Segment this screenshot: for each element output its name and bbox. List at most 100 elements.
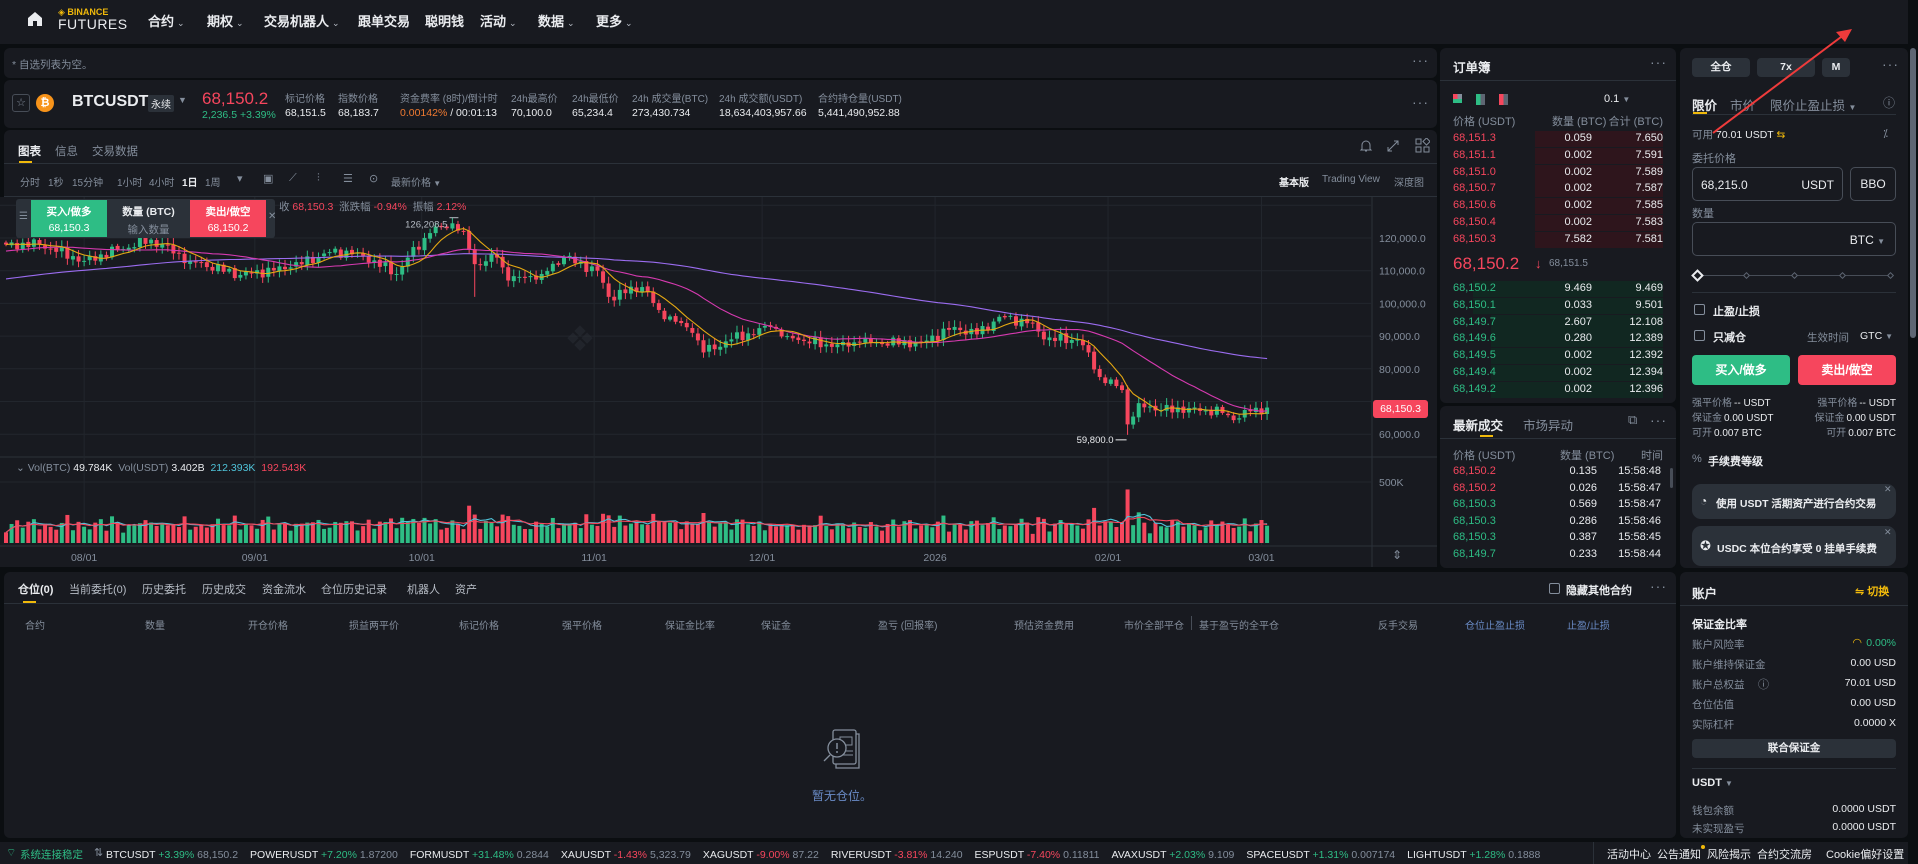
ticker-item[interactable]: POWERUSDT +7.20% 1.87200 <box>250 849 398 861</box>
ask-row[interactable]: 68,151.3 0.059 7.650 <box>1440 131 1676 147</box>
ask-row[interactable]: 68,151.1 0.002 7.591 <box>1440 147 1676 164</box>
close-icon[interactable]: ✕ <box>1884 484 1892 494</box>
ticker-item[interactable]: FORMUSDT +31.48% 0.2844 <box>410 849 549 861</box>
tab-positions-5[interactable]: 仓位历史记录 <box>321 584 387 596</box>
tab-market[interactable]: 市价 <box>1730 99 1756 113</box>
interval-2[interactable]: 15分钟 <box>72 178 104 189</box>
tab-market-movers[interactable]: 市场异动 <box>1523 419 1574 433</box>
footer-link[interactable]: 合约交流房 <box>1757 849 1812 861</box>
scrollbar[interactable] <box>1670 468 1673 488</box>
promo-card[interactable]: ◔ 使用 USDT 活期资产进行合约交易 ✕ <box>1692 484 1896 519</box>
user-icon[interactable] <box>1676 8 1700 32</box>
ticker-item[interactable]: XAUUSDT -1.43% 5,323.79 <box>561 849 691 861</box>
orderbook-bids-view-icon[interactable] <box>1476 94 1485 105</box>
page-scrollbar[interactable] <box>1910 48 1916 338</box>
ask-row[interactable]: 68,150.4 0.002 7.583 <box>1440 215 1676 231</box>
nav-item[interactable]: 交易机器人 ⌄ <box>264 11 340 30</box>
quick-sell-button[interactable]: 卖出/做空 68,150.2 <box>190 200 266 237</box>
bid-row[interactable]: 68,150.2 9.469 9.469 <box>1440 281 1676 297</box>
interval-1[interactable]: 1秒 <box>48 178 64 189</box>
popout-icon[interactable]: ⧉ <box>1628 412 1638 427</box>
kline-chart[interactable]: 08/01 09/01 10/01 11/01 12/01 2026 02/01 03/01 1… <box>0 197 1437 567</box>
tab-stop-limit[interactable]: 限价止盈止损 ▼ <box>1770 99 1857 113</box>
symbol-dropdown-icon[interactable]: ▼ <box>178 95 187 105</box>
bid-row[interactable]: 68,149.6 0.280 12.389 <box>1440 331 1676 348</box>
tab-positions-4[interactable]: 资金流水 <box>262 584 306 596</box>
interval-4[interactable]: 4小时 <box>149 178 175 189</box>
tab-chart-1[interactable]: 信息 <box>55 146 78 158</box>
nav-item[interactable]: 活动 ⌄ <box>480 11 517 30</box>
home-icon[interactable] <box>26 10 44 28</box>
bell-icon[interactable] <box>1359 139 1373 153</box>
reduce-only-checkbox[interactable] <box>1694 330 1705 341</box>
orderbook-both-view-icon[interactable] <box>1453 94 1462 103</box>
more-icon[interactable]: ··· <box>1412 94 1429 110</box>
bid-row[interactable]: 68,149.4 0.002 12.394 <box>1440 365 1676 381</box>
footer-link[interactable]: 风险揭示 <box>1707 849 1751 861</box>
drawing-icon[interactable]: ⊙ <box>369 173 379 185</box>
bid-row[interactable]: 68,149.5 0.002 12.392 <box>1440 348 1676 365</box>
tab-latest-trades[interactable]: 最新成交 <box>1453 419 1504 433</box>
ticker-settings-icon[interactable]: ⇅ <box>94 847 104 859</box>
chart-view-1[interactable]: Trading View <box>1322 174 1380 185</box>
quick-qty-input[interactable]: 数量 (BTC) 输入数量 <box>107 200 190 237</box>
tab-positions-2[interactable]: 历史委托 <box>142 584 186 596</box>
percent-icon[interactable]: ⁒ <box>1883 128 1888 140</box>
price-input[interactable]: 68,215.0 USDT <box>1692 167 1843 201</box>
help-icon[interactable]: ⓘ <box>1758 679 1769 691</box>
chart-view-2[interactable]: 深度图 <box>1394 178 1424 189</box>
leverage-button[interactable]: 7x <box>1757 58 1815 77</box>
tab-positions-3[interactable]: 历史成交 <box>202 584 246 596</box>
asset-mode-button[interactable]: M <box>1822 58 1850 77</box>
bbo-button[interactable]: BBO <box>1850 167 1896 201</box>
more-icon[interactable]: ··· <box>1650 412 1667 428</box>
ticker-item[interactable]: LIGHTUSDT +1.28% 0.1888 <box>1407 849 1540 861</box>
tab-chart-0[interactable]: 图表 <box>18 146 41 158</box>
ticker-item[interactable]: AVAXUSDT +2.03% 9.109 <box>1111 849 1234 861</box>
symbol-name[interactable]: BTCUSDT <box>72 93 149 110</box>
ask-row[interactable]: 68,150.6 0.002 7.585 <box>1440 198 1676 215</box>
more-icon[interactable]: ··· <box>1650 578 1667 594</box>
tab-positions-7[interactable]: 资产 <box>455 584 477 596</box>
binance-futures-logo[interactable]: ◈ BINANCE FUTURES <box>58 7 128 32</box>
candle-type-icon[interactable]: ⫶ <box>317 172 320 184</box>
interval-0[interactable]: 分时 <box>20 178 40 189</box>
interval-5[interactable]: 1日 <box>182 178 198 189</box>
nav-item[interactable]: 合约 ⌄ <box>148 11 185 30</box>
fullscreen-icon[interactable] <box>1386 139 1400 153</box>
tab-chart-2[interactable]: 交易数据 <box>92 146 138 158</box>
layout-grid-icon[interactable] <box>1415 138 1430 153</box>
ask-row[interactable]: 68,150.3 7.582 7.581 <box>1440 231 1676 248</box>
tab-positions-6[interactable]: 机器人 <box>407 584 440 596</box>
ticker-item[interactable]: XAGUSDT -9.00% 87.22 <box>703 849 819 861</box>
qty-unit-select[interactable]: BTC ▼ <box>1849 233 1885 247</box>
calendar-icon[interactable]: ▣ <box>263 173 274 185</box>
margin-mode-button[interactable]: 全仓 <box>1692 58 1750 77</box>
ask-row[interactable]: 68,151.0 0.002 7.589 <box>1440 164 1676 181</box>
tick-size-select[interactable]: 0.1 ▼ <box>1604 93 1631 105</box>
nav-item[interactable]: 更多 ⌄ <box>596 11 633 30</box>
chart-settings-icon[interactable]: ☰ <box>343 173 353 185</box>
more-icon[interactable]: ··· <box>1650 54 1667 70</box>
bid-row[interactable]: 68,149.2 0.002 12.396 <box>1440 381 1676 398</box>
close-icon[interactable]: ✕ <box>268 211 277 222</box>
tab-limit[interactable]: 限价 <box>1692 99 1718 113</box>
collapse-chevron-icon[interactable]: ⌄ <box>16 462 25 474</box>
price-type-select[interactable]: 最新价格 ▼ <box>391 174 441 189</box>
footer-link[interactable]: Cookie偏好设置 <box>1826 849 1905 861</box>
indicator-icon[interactable]: ⟋ <box>289 172 297 184</box>
asset-select[interactable]: USDT ▼ <box>1692 777 1733 789</box>
switch-button[interactable]: ⇋ 切换 <box>1855 586 1890 598</box>
ask-row[interactable]: 68,150.7 0.002 7.587 <box>1440 181 1676 198</box>
interval-6[interactable]: 1周 <box>205 178 221 189</box>
quick-buy-button[interactable]: 买入/做多 68,150.3 <box>31 200 107 237</box>
tif-select[interactable]: GTC ▼ <box>1860 330 1894 342</box>
orderbook-asks-view-icon[interactable] <box>1499 94 1508 105</box>
more-intervals-icon[interactable]: ▾ <box>237 173 243 185</box>
qty-slider[interactable] <box>1691 269 1896 282</box>
chart-view-0[interactable]: 基本版 <box>1279 178 1309 189</box>
ticker-item[interactable]: ESPUSDT -7.40% 0.11811 <box>975 849 1100 861</box>
auto-scale-icon[interactable]: ⇕ <box>1392 548 1403 562</box>
info-icon[interactable]: ⓘ <box>1883 96 1896 110</box>
nav-item[interactable]: 期权 ⌄ <box>207 11 244 30</box>
